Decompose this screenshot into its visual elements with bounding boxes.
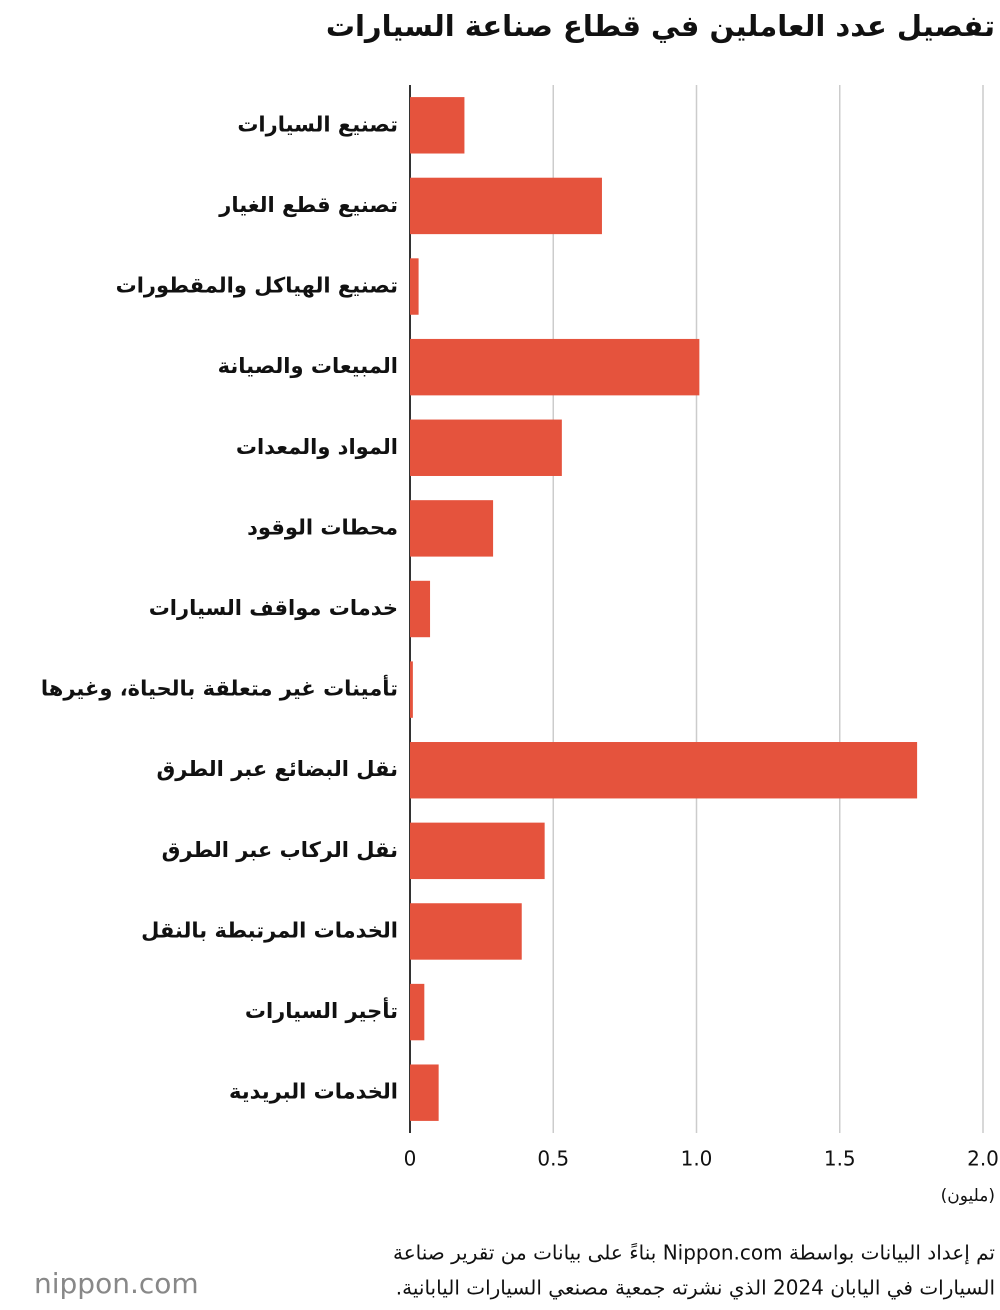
- x-tick-label: 1.5: [824, 1147, 856, 1171]
- y-tick-label: تصنيع الهياكل والمقطورات: [116, 274, 398, 298]
- bar: [410, 338, 700, 396]
- y-tick-label: نقل الركاب عبر الطرق: [162, 838, 398, 862]
- y-tick-label: تصنيع قطع الغيار: [218, 193, 398, 217]
- logo: nippon.com: [34, 1267, 199, 1300]
- y-tick-label: خدمات مواقف السيارات: [149, 596, 398, 620]
- bar: [410, 500, 494, 557]
- bar: [410, 580, 431, 638]
- x-tick-label: 0.5: [537, 1147, 569, 1171]
- source-note: تم إعداد البيانات بواسطة Nippon.com بناء…: [393, 1241, 995, 1266]
- bar: [410, 419, 562, 476]
- y-tick-label: محطات الوقود: [247, 515, 398, 539]
- bar: [410, 661, 413, 718]
- bar: [410, 97, 465, 154]
- y-tick-label: الخدمات البريدية: [229, 1080, 398, 1104]
- bar: [410, 1064, 439, 1121]
- y-tick-label: تأجير السيارات: [245, 996, 398, 1023]
- x-tick-label: 2.0: [967, 1147, 999, 1171]
- bar: [410, 177, 602, 235]
- bar: [410, 903, 522, 960]
- bar: [410, 983, 425, 1041]
- bar: [410, 258, 419, 315]
- chart-title: تفصيل عدد العاملين في قطاع صناعة السيارا…: [326, 9, 995, 43]
- y-tick-label: تأمينات غير متعلقة بالحياة، وغيرها: [41, 674, 398, 701]
- bar: [410, 822, 545, 880]
- y-tick-label: الخدمات المرتبطة بالنقل: [141, 918, 398, 942]
- bar: [410, 742, 918, 799]
- y-tick-label: المواد والمعدات: [236, 435, 398, 459]
- y-tick-label: نقل البضائع عبر الطرق: [157, 757, 399, 781]
- x-tick-label: 1.0: [681, 1147, 713, 1171]
- y-tick-label: تصنيع السيارات: [237, 112, 398, 136]
- axis-unit: (مليون): [941, 1186, 995, 1206]
- x-tick-label: 0: [404, 1147, 417, 1171]
- source-note: السيارات في اليابان 2024 الذي نشرته جمعي…: [396, 1276, 995, 1301]
- y-tick-label: المبيعات والصيانة: [218, 354, 398, 378]
